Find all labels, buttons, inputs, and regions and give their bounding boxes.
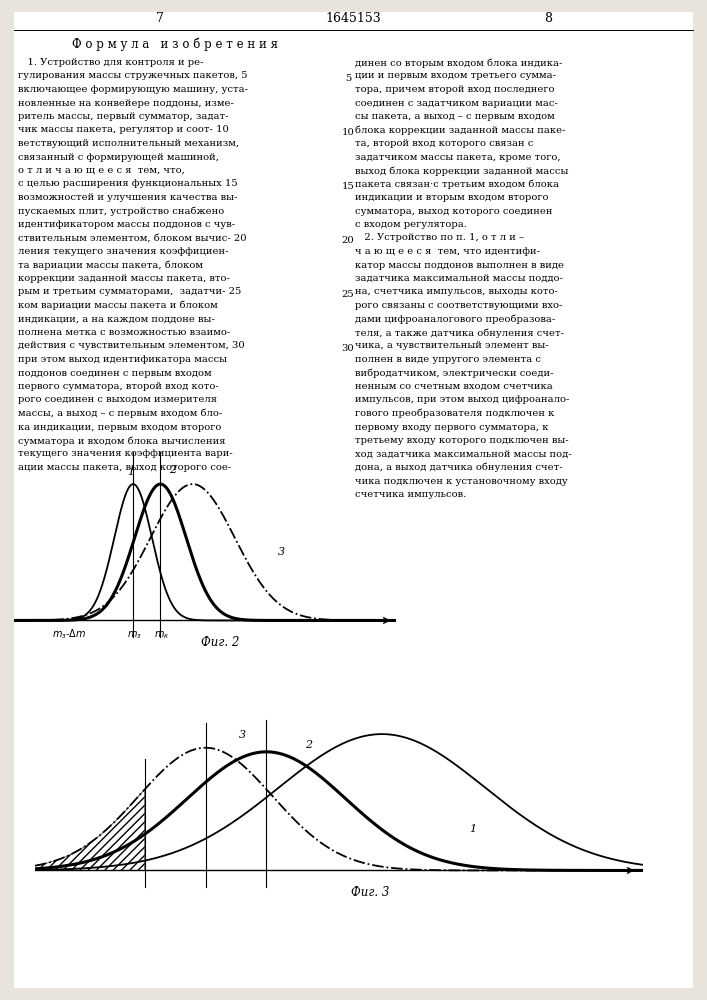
Text: 30: 30 bbox=[341, 344, 354, 353]
Text: идентификатором массы поддонов с чув-: идентификатором массы поддонов с чув- bbox=[18, 220, 235, 229]
Text: чика, а чувствительный элемент вы-: чика, а чувствительный элемент вы- bbox=[355, 342, 549, 351]
Text: поддонов соединен с первым входом: поддонов соединен с первым входом bbox=[18, 368, 211, 377]
Text: гового преобразователя подключен к: гового преобразователя подключен к bbox=[355, 409, 554, 418]
Text: рого связаны с соответствующими вхо-: рого связаны с соответствующими вхо- bbox=[355, 301, 562, 310]
Text: первого сумматора, второй вход кото-: первого сумматора, второй вход кото- bbox=[18, 382, 218, 391]
Text: 15: 15 bbox=[341, 182, 354, 191]
Text: ации массы пакета, выход которого сое-: ации массы пакета, выход которого сое- bbox=[18, 463, 231, 472]
Text: сумматора, выход которого соединен: сумматора, выход которого соединен bbox=[355, 207, 552, 216]
Text: текущего значения коэффициента вари-: текущего значения коэффициента вари- bbox=[18, 450, 233, 458]
Text: та, второй вход которого связан с: та, второй вход которого связан с bbox=[355, 139, 533, 148]
Text: 3: 3 bbox=[279, 547, 286, 557]
Text: та вариации массы пакета, блоком: та вариации массы пакета, блоком bbox=[18, 260, 203, 270]
Text: ствительным элементом, блоком вычис- 20: ствительным элементом, блоком вычис- 20 bbox=[18, 233, 247, 242]
Text: с входом регулятора.: с входом регулятора. bbox=[355, 220, 467, 229]
Text: 1: 1 bbox=[127, 467, 134, 477]
Text: Ф о р м у л а   и з о б р е т е н и я: Ф о р м у л а и з о б р е т е н и я bbox=[72, 37, 278, 51]
Text: ритель массы, первый сумматор, задат-: ритель массы, первый сумматор, задат- bbox=[18, 112, 228, 121]
Text: вибродатчиком, электрически соеди-: вибродатчиком, электрически соеди- bbox=[355, 368, 554, 378]
Text: о т л и ч а ю щ е е с я  тем, что,: о т л и ч а ю щ е е с я тем, что, bbox=[18, 166, 185, 175]
Text: 10: 10 bbox=[341, 128, 354, 137]
Text: дами цифроаналогового преобразова-: дами цифроаналогового преобразова- bbox=[355, 314, 555, 324]
Text: 2: 2 bbox=[305, 740, 312, 750]
Text: тора, причем второй вход последнего: тора, причем второй вход последнего bbox=[355, 85, 554, 94]
Text: Фиг. 2: Фиг. 2 bbox=[201, 636, 239, 648]
Text: $m_з$: $m_з$ bbox=[127, 629, 141, 641]
Text: ка индикации, первым входом второго: ка индикации, первым входом второго bbox=[18, 422, 221, 432]
Text: 20: 20 bbox=[341, 236, 354, 245]
Text: 1: 1 bbox=[469, 824, 477, 834]
Text: 7: 7 bbox=[156, 12, 164, 25]
Text: сы пакета, а выход – с первым входом: сы пакета, а выход – с первым входом bbox=[355, 112, 555, 121]
Text: блока коррекции заданной массы паке-: блока коррекции заданной массы паке- bbox=[355, 125, 566, 135]
Text: индикации, а на каждом поддоне вы-: индикации, а на каждом поддоне вы- bbox=[18, 314, 215, 324]
Text: соединен с задатчиком вариации мас-: соединен с задатчиком вариации мас- bbox=[355, 99, 558, 107]
Text: 2: 2 bbox=[169, 465, 176, 475]
Text: полнена метка с возможностью взаимо-: полнена метка с возможностью взаимо- bbox=[18, 328, 230, 337]
Text: дона, а выход датчика обнуления счет-: дона, а выход датчика обнуления счет- bbox=[355, 463, 563, 473]
Text: коррекции заданной массы пакета, вто-: коррекции заданной массы пакета, вто- bbox=[18, 274, 230, 283]
Text: 8: 8 bbox=[544, 12, 552, 25]
Text: рого соединен с выходом измерителя: рого соединен с выходом измерителя bbox=[18, 395, 217, 404]
Text: теля, а также датчика обнуления счет-: теля, а также датчика обнуления счет- bbox=[355, 328, 564, 338]
Text: $m_к$: $m_к$ bbox=[153, 629, 169, 641]
Text: чика подключен к установочному входу: чика подключен к установочному входу bbox=[355, 477, 568, 486]
Text: 1645153: 1645153 bbox=[325, 12, 381, 25]
Text: $m_з$-$\Delta m$: $m_з$-$\Delta m$ bbox=[52, 627, 86, 641]
Text: 25: 25 bbox=[341, 290, 354, 299]
Text: новленные на конвейере поддоны, изме-: новленные на конвейере поддоны, изме- bbox=[18, 99, 234, 107]
Text: ции и первым входом третьего сумма-: ции и первым входом третьего сумма- bbox=[355, 72, 556, 81]
Text: ветствующий исполнительный механизм,: ветствующий исполнительный механизм, bbox=[18, 139, 239, 148]
Text: включающее формирующую машину, уста-: включающее формирующую машину, уста- bbox=[18, 85, 248, 94]
Text: с целью расширения функциональных 15: с целью расширения функциональных 15 bbox=[18, 180, 238, 188]
Text: ком вариации массы пакета и блоком: ком вариации массы пакета и блоком bbox=[18, 301, 218, 310]
Text: счетчика импульсов.: счетчика импульсов. bbox=[355, 490, 466, 499]
Text: полнен в виде упругого элемента с: полнен в виде упругого элемента с bbox=[355, 355, 541, 364]
Text: возможностей и улучшения качества вы-: возможностей и улучшения качества вы- bbox=[18, 193, 238, 202]
Text: 5: 5 bbox=[345, 74, 351, 83]
Text: задатчика максимальной массы поддо-: задатчика максимальной массы поддо- bbox=[355, 274, 563, 283]
Text: действия с чувствительным элементом, 30: действия с чувствительным элементом, 30 bbox=[18, 342, 245, 351]
Text: 2. Устройство по п. 1, о т л и –: 2. Устройство по п. 1, о т л и – bbox=[355, 233, 524, 242]
Text: ненным со счетным входом счетчика: ненным со счетным входом счетчика bbox=[355, 382, 553, 391]
Text: при этом выход идентификатора массы: при этом выход идентификатора массы bbox=[18, 355, 227, 364]
Text: ход задатчика максимальной массы под-: ход задатчика максимальной массы под- bbox=[355, 450, 572, 458]
Text: импульсов, при этом выход цифроанало-: импульсов, при этом выход цифроанало- bbox=[355, 395, 569, 404]
Text: массы, а выход – с первым входом бло-: массы, а выход – с первым входом бло- bbox=[18, 409, 222, 418]
Text: ления текущего значения коэффициен-: ления текущего значения коэффициен- bbox=[18, 247, 228, 256]
Text: пускаемых плит, устройство снабжено: пускаемых плит, устройство снабжено bbox=[18, 207, 224, 216]
Text: индикации и вторым входом второго: индикации и вторым входом второго bbox=[355, 193, 549, 202]
Text: чик массы пакета, регулятор и соот- 10: чик массы пакета, регулятор и соот- 10 bbox=[18, 125, 229, 134]
Text: 3: 3 bbox=[238, 730, 245, 740]
Text: гулирования массы стружечных пакетов, 5: гулирования массы стружечных пакетов, 5 bbox=[18, 72, 247, 81]
Text: Фиг. 3: Фиг. 3 bbox=[351, 886, 389, 898]
Text: катор массы поддонов выполнен в виде: катор массы поддонов выполнен в виде bbox=[355, 260, 564, 269]
Text: третьему входу которого подключен вы-: третьему входу которого подключен вы- bbox=[355, 436, 568, 445]
Text: динен со вторым входом блока индика-: динен со вторым входом блока индика- bbox=[355, 58, 562, 68]
Text: ч а ю щ е е с я  тем, что идентифи-: ч а ю щ е е с я тем, что идентифи- bbox=[355, 247, 540, 256]
Text: пакета связан·с третьим входом блока: пакета связан·с третьим входом блока bbox=[355, 180, 559, 189]
Text: сумматора и входом блока вычисления: сумматора и входом блока вычисления bbox=[18, 436, 226, 446]
Text: 1. Устройство для контроля и ре-: 1. Устройство для контроля и ре- bbox=[18, 58, 204, 67]
Text: выход блока коррекции заданной массы: выход блока коррекции заданной массы bbox=[355, 166, 568, 176]
Text: связанный с формирующей машиной,: связанный с формирующей машиной, bbox=[18, 152, 219, 161]
Text: на, счетчика импульсов, выходы кото-: на, счетчика импульсов, выходы кото- bbox=[355, 288, 558, 296]
Text: задатчиком массы пакета, кроме того,: задатчиком массы пакета, кроме того, bbox=[355, 152, 561, 161]
Text: первому входу первого сумматора, к: первому входу первого сумматора, к bbox=[355, 422, 549, 432]
Text: рым и третьим сумматорами,  задатчи- 25: рым и третьим сумматорами, задатчи- 25 bbox=[18, 288, 241, 296]
